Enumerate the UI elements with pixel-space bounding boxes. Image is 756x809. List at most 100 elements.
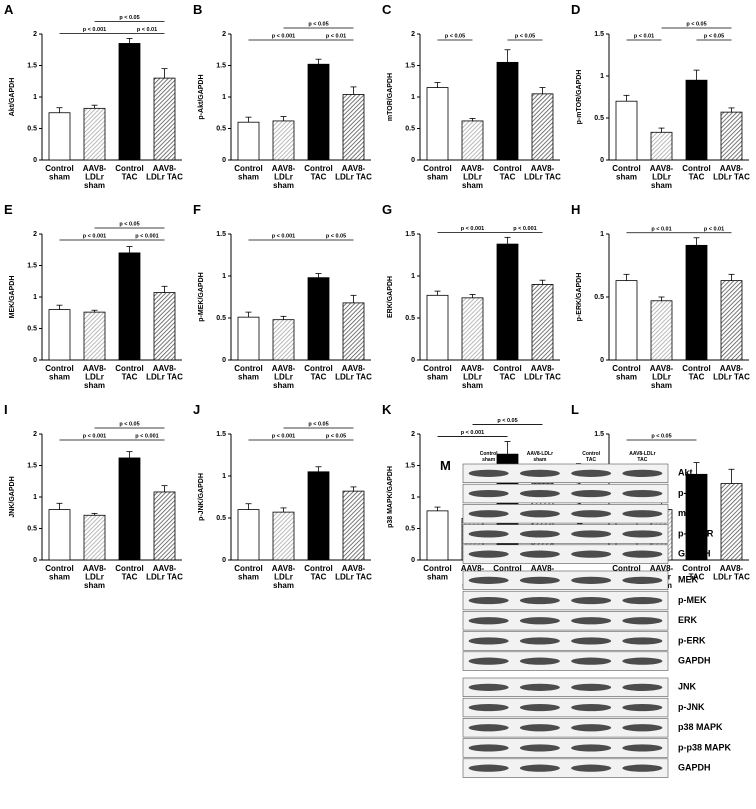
y-axis-label: ERK/GAPDH — [387, 276, 394, 318]
error-bar — [658, 127, 665, 133]
error-bar — [623, 273, 630, 281]
error-bar — [693, 462, 700, 475]
panel-label: I — [4, 402, 8, 417]
blot-band — [571, 469, 612, 477]
y-tick-label: 0.5 — [594, 294, 604, 301]
bar — [237, 121, 260, 161]
blot-band — [519, 744, 560, 752]
blot-band — [519, 657, 560, 665]
blot-strip — [462, 758, 669, 778]
significance-label: p < 0.05 — [704, 34, 724, 40]
y-tick-label: 1.5 — [27, 62, 37, 69]
blot-band — [571, 657, 612, 665]
blot-band — [468, 469, 509, 477]
significance-label: p < 0.001 — [83, 27, 106, 33]
y-tick-label: 0 — [33, 357, 37, 364]
blot-band — [468, 744, 509, 752]
blot-band — [622, 550, 663, 558]
blot-strip — [462, 718, 669, 738]
blot-band — [519, 764, 560, 772]
error-bar — [126, 246, 133, 253]
y-tick-label: 1.5 — [27, 262, 37, 269]
blot-band — [468, 617, 509, 625]
x-tick-label: AAV8-LDLr TAC — [146, 364, 183, 382]
error-bar — [728, 468, 735, 484]
blot-band — [622, 489, 663, 498]
blot-band — [622, 576, 663, 584]
blot-strip — [462, 524, 669, 544]
blot-band — [468, 637, 509, 645]
bar — [153, 77, 176, 161]
y-tick-label: 0.5 — [216, 515, 226, 522]
bar — [272, 511, 295, 561]
y-tick-label: 2 — [33, 231, 37, 238]
x-tick-label: AAV8-LDLr TAC — [146, 564, 183, 582]
error-bar — [161, 68, 168, 79]
significance-label: p < 0.05 — [119, 222, 139, 228]
bar — [272, 120, 295, 161]
blot-column-label: Control TAC — [582, 451, 600, 463]
significance-label: p < 0.001 — [513, 226, 536, 232]
bar — [720, 111, 743, 161]
bar — [48, 112, 71, 161]
bar — [153, 292, 176, 361]
panel-label: K — [382, 402, 392, 417]
bar — [426, 294, 449, 361]
blot-band — [571, 596, 612, 605]
panel-label: C — [382, 2, 392, 17]
blot-band — [622, 617, 663, 625]
y-tick-label: 0 — [411, 357, 415, 364]
bar — [83, 107, 106, 161]
blot-band — [622, 637, 663, 645]
significance-label: p < 0.01 — [704, 226, 724, 232]
y-tick-label: 1 — [33, 494, 37, 501]
significance-label: p < 0.05 — [497, 418, 517, 424]
error-bar — [504, 236, 511, 245]
blot-band — [519, 683, 560, 691]
bar — [650, 131, 673, 161]
error-bar — [315, 273, 322, 278]
panel-label: F — [193, 202, 201, 217]
y-tick-label: 2 — [222, 31, 226, 38]
x-tick-label: AAV8-LDLr TAC — [713, 564, 750, 582]
bar — [461, 297, 484, 361]
y-tick-label: 1 — [600, 231, 604, 238]
panel-label: L — [571, 402, 579, 417]
y-tick-label: 2 — [33, 31, 37, 38]
y-tick-label: 0 — [600, 157, 604, 164]
bar — [615, 280, 638, 361]
y-tick-label: 0.5 — [216, 125, 226, 132]
blot-band — [468, 510, 509, 518]
blot-band — [519, 703, 560, 712]
blot-row-label: GAPDH — [678, 656, 711, 666]
blot-strip — [462, 611, 669, 631]
bar — [237, 509, 260, 561]
y-axis-label: p-mTOR/GAPDH — [576, 70, 583, 125]
significance-label: p < 0.05 — [326, 234, 346, 240]
bar — [650, 300, 673, 361]
significance-label: p < 0.01 — [634, 34, 654, 40]
error-bar — [350, 86, 357, 95]
y-tick-label: 1 — [222, 473, 226, 480]
blot-band — [468, 764, 509, 772]
error-bar — [539, 279, 546, 285]
blot-strip — [462, 631, 669, 651]
blot-band — [571, 550, 612, 558]
blot-band — [468, 657, 509, 665]
bar — [342, 490, 365, 561]
y-tick-label: 0.5 — [405, 315, 415, 322]
error-bar — [91, 104, 98, 109]
